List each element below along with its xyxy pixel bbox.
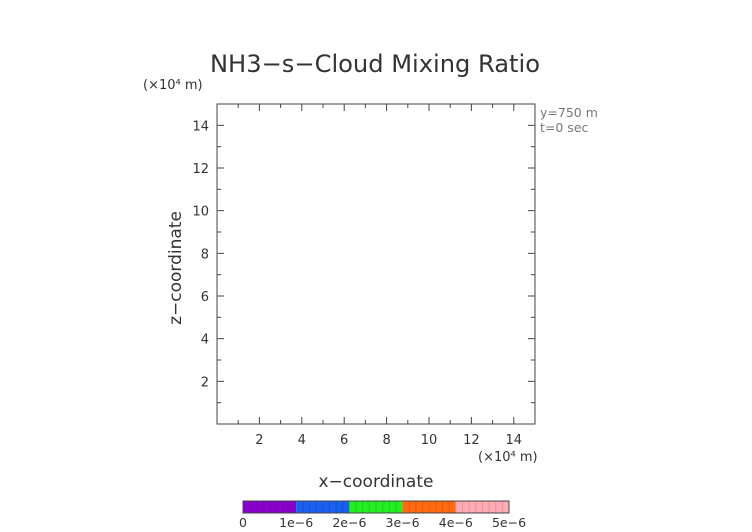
plot-area bbox=[216, 103, 536, 425]
x-tick-labels: 2 4 6 8 10 12 14 bbox=[255, 433, 522, 448]
colorbar bbox=[242, 500, 510, 514]
x-tick-label: 12 bbox=[463, 433, 480, 448]
y-tick-labels: 2 4 6 8 10 12 14 bbox=[192, 119, 209, 390]
colorbar-label: 2e−6 bbox=[332, 515, 366, 530]
y-tick-label: 10 bbox=[192, 205, 209, 220]
colorbar-label: 5e−6 bbox=[492, 515, 526, 530]
colorbar-segment bbox=[349, 501, 403, 513]
y-tick-label: 6 bbox=[201, 290, 209, 305]
colorbar-segment bbox=[455, 501, 509, 513]
x-tick-label: 2 bbox=[255, 433, 263, 448]
x-tick-label: 10 bbox=[421, 433, 438, 448]
x-tick-label: 4 bbox=[298, 433, 306, 448]
y-tick-label: 12 bbox=[192, 162, 209, 177]
colorbar-frame bbox=[242, 500, 510, 514]
x-unit-label: (×10⁴ m) bbox=[478, 450, 538, 465]
colorbar-label: 0 bbox=[239, 515, 247, 530]
y-unit-label: (×10⁴ m) bbox=[143, 78, 203, 93]
x-tick-label: 6 bbox=[340, 433, 348, 448]
axis-ticks bbox=[217, 104, 535, 424]
colorbar-segment bbox=[243, 501, 297, 513]
chart-title: NH3−s−Cloud Mixing Ratio bbox=[210, 50, 540, 78]
x-tick-label: 14 bbox=[506, 433, 523, 448]
colorbar-label: 3e−6 bbox=[386, 515, 420, 530]
colorbar-segment bbox=[402, 501, 456, 513]
y-axis-label: z−coordinate bbox=[166, 211, 186, 325]
y-tick-label: 2 bbox=[201, 375, 209, 390]
colorbar-label: 4e−6 bbox=[439, 515, 473, 530]
colorbar-labels: 0 1e−6 2e−6 3e−6 4e−6 5e−6 bbox=[239, 515, 526, 530]
y-tick-label: 14 bbox=[192, 119, 209, 134]
x-axis-label: x−coordinate bbox=[319, 472, 434, 492]
annotation-y: y=750 m bbox=[540, 105, 598, 120]
colorbar-label: 1e−6 bbox=[279, 515, 313, 530]
colorbar-segment bbox=[296, 501, 350, 513]
y-tick-label: 4 bbox=[201, 333, 209, 348]
annotation-t: t=0 sec bbox=[540, 120, 589, 135]
y-tick-label: 8 bbox=[201, 247, 209, 262]
x-tick-label: 8 bbox=[382, 433, 390, 448]
